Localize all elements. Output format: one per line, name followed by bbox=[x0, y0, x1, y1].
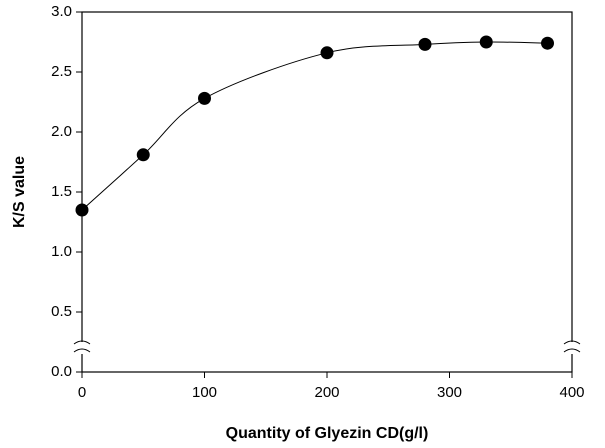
x-tick-label: 200 bbox=[314, 384, 339, 401]
y-tick-label: 3.0 bbox=[51, 3, 72, 20]
data-point bbox=[418, 37, 432, 51]
data-point bbox=[541, 36, 554, 50]
x-axis-title: Quantity of Glyezin CD(g/l) bbox=[226, 425, 429, 442]
y-tick-label: 0.5 bbox=[51, 303, 72, 320]
data-point bbox=[198, 91, 211, 105]
axis-break bbox=[73, 340, 581, 354]
data-point bbox=[320, 46, 334, 60]
y-axis-title: K/S value bbox=[11, 156, 28, 228]
data-point bbox=[75, 203, 89, 217]
y-tick-label: 0.0 bbox=[51, 363, 72, 380]
y-tick-label: 1.5 bbox=[51, 183, 72, 200]
plot-frame bbox=[81, 11, 573, 373]
x-tick-label: 0 bbox=[78, 384, 86, 401]
y-tick-label: 2.5 bbox=[51, 63, 72, 80]
y-tick-label: 1.0 bbox=[51, 243, 72, 260]
x-tick-label: 300 bbox=[437, 384, 462, 401]
data-point bbox=[479, 35, 493, 49]
x-tick-label: 100 bbox=[192, 384, 217, 401]
x-tick-label: 400 bbox=[559, 384, 584, 401]
y-tick-label: 2.0 bbox=[51, 123, 72, 140]
data-point bbox=[136, 148, 150, 162]
fit-line bbox=[81, 41, 548, 211]
